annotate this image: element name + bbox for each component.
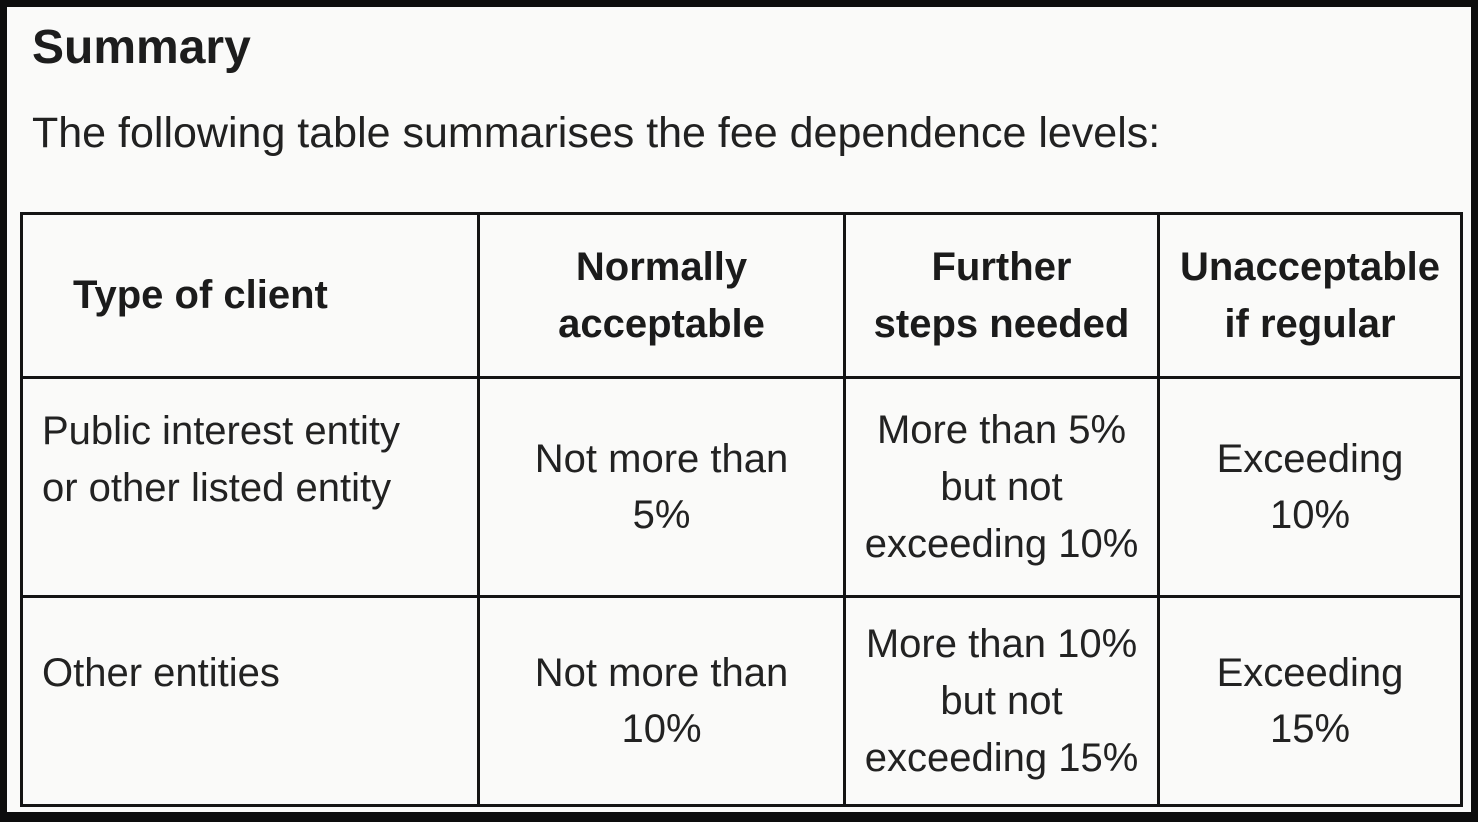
cell-unacceptable-if-regular: Exceeding 15% [1157, 595, 1463, 808]
table-row-public-interest-entity: Public interest entity or other listed e… [20, 376, 1463, 599]
table-header-row: Type of client Normally acceptable Furth… [20, 212, 1463, 380]
table-row-other-entities: Other entities Not more than 10% More th… [20, 595, 1463, 808]
header-unacceptable-if-regular: Unacceptable if regular [1157, 212, 1463, 380]
cell-further-steps-needed: More than 10% but not exceeding 15% [843, 595, 1160, 808]
cell-further-steps-needed: More than 5% but not exceeding 10% [843, 376, 1160, 599]
fee-dependence-table: Type of client Normally acceptable Furth… [20, 212, 1463, 808]
page-title: Summary [32, 21, 251, 74]
cell-type-of-client: Other entities [20, 595, 480, 808]
cell-unacceptable-if-regular: Exceeding 10% [1157, 376, 1463, 599]
cell-type-of-client: Public interest entity or other listed e… [20, 376, 480, 599]
header-type-of-client: Type of client [20, 212, 480, 380]
header-normally-acceptable: Normally acceptable [477, 212, 846, 380]
cell-normally-acceptable: Not more than 5% [477, 376, 846, 599]
intro-text: The following table summarises the fee d… [32, 108, 1161, 157]
cell-normally-acceptable: Not more than 10% [477, 595, 846, 808]
header-further-steps-needed: Further steps needed [843, 212, 1160, 380]
